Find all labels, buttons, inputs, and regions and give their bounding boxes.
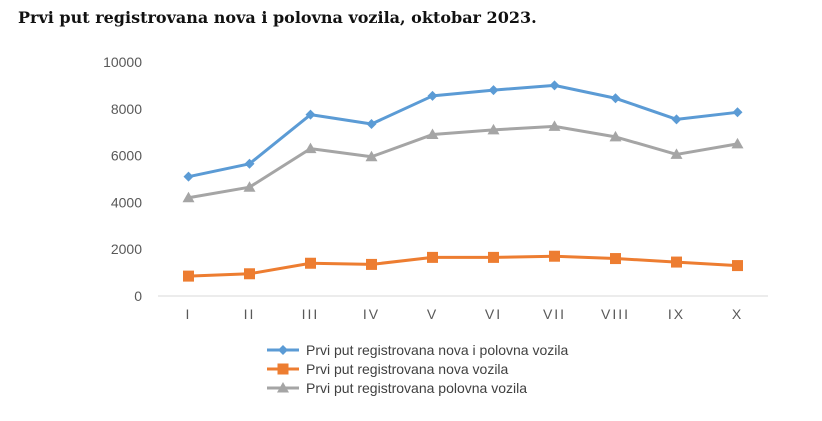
y-tick-label: 0 xyxy=(134,288,142,304)
x-tick-label: IV xyxy=(363,306,380,322)
series-1-point xyxy=(427,90,438,101)
x-tick-label: III xyxy=(302,306,320,322)
x-tick-label: X xyxy=(732,306,743,322)
series-2-point xyxy=(671,256,682,268)
series-3-point xyxy=(548,120,561,131)
legend-swatch xyxy=(267,381,299,392)
series-2-point xyxy=(427,251,438,263)
series-markers xyxy=(182,80,744,282)
x-axis: I II III IV V VI VII VIII IX X xyxy=(186,306,743,322)
y-tick-label: 8000 xyxy=(111,101,142,117)
x-tick-label: VI xyxy=(485,306,502,322)
series-3-point xyxy=(365,150,378,162)
x-tick-label: VIII xyxy=(601,306,630,322)
legend-swatch-marker xyxy=(277,363,289,374)
series-1-point xyxy=(488,85,499,96)
y-tick-label: 4000 xyxy=(111,194,142,210)
legend-label: Prvi put registrovana polovna vozila xyxy=(306,379,528,396)
legend-label: Prvi put registrovana nova vozila xyxy=(306,360,509,377)
series-1-point xyxy=(366,119,377,130)
series-3-point xyxy=(670,148,683,159)
series-3-point xyxy=(182,191,195,203)
legend-item: Prvi put registrovana nova i polovna voz… xyxy=(266,340,568,359)
series-2-point xyxy=(366,258,377,270)
series-2-point xyxy=(610,253,621,265)
legend-item: Prvi put registrovana nova vozila xyxy=(266,359,568,378)
y-tick-label: 10000 xyxy=(103,54,142,70)
chart-title: Prvi put registrovana nova i polovna voz… xyxy=(18,8,537,27)
legend-swatch-marker xyxy=(277,381,289,392)
legend-swatch xyxy=(267,363,299,374)
legend: Prvi put registrovana nova i polovna voz… xyxy=(266,340,568,397)
series-line-3 xyxy=(187,124,739,200)
legend-swatch xyxy=(267,344,299,355)
legend-item: Prvi put registrovana polovna vozila xyxy=(266,378,568,397)
series-3-point xyxy=(243,181,256,192)
series-lines xyxy=(187,83,739,278)
series-2-point xyxy=(244,268,255,280)
y-axis: 0 2000 4000 6000 8000 10000 xyxy=(103,54,142,304)
y-tick-label: 2000 xyxy=(111,241,142,257)
series-3-point xyxy=(609,130,622,142)
series-1-point xyxy=(610,93,621,104)
series-2-point xyxy=(183,270,194,282)
series-2-point xyxy=(305,257,316,269)
series-1-point xyxy=(732,107,743,118)
series-2-point xyxy=(732,260,743,272)
x-tick-label: VII xyxy=(543,306,566,322)
series-2-point xyxy=(549,250,560,262)
series-1-point xyxy=(671,114,682,125)
legend-swatch-marker xyxy=(278,344,288,355)
series-3-point xyxy=(731,137,744,149)
x-tick-label: II xyxy=(244,306,256,322)
series-3-point xyxy=(426,128,439,140)
series-3-point xyxy=(487,123,500,135)
series-1-point xyxy=(183,171,194,182)
series-2-point xyxy=(488,251,499,263)
series-1-point xyxy=(549,80,560,91)
series-line-1 xyxy=(187,83,739,179)
x-tick-label: IX xyxy=(668,306,685,322)
x-tick-label: V xyxy=(427,306,438,322)
y-tick-label: 6000 xyxy=(111,148,142,164)
x-tick-label: I xyxy=(186,306,192,322)
series-line-2 xyxy=(187,254,739,278)
series-1-point xyxy=(244,158,255,169)
series-1-point xyxy=(305,109,316,120)
legend-label: Prvi put registrovana nova i polovna voz… xyxy=(306,341,569,358)
series-3-point xyxy=(304,142,317,154)
